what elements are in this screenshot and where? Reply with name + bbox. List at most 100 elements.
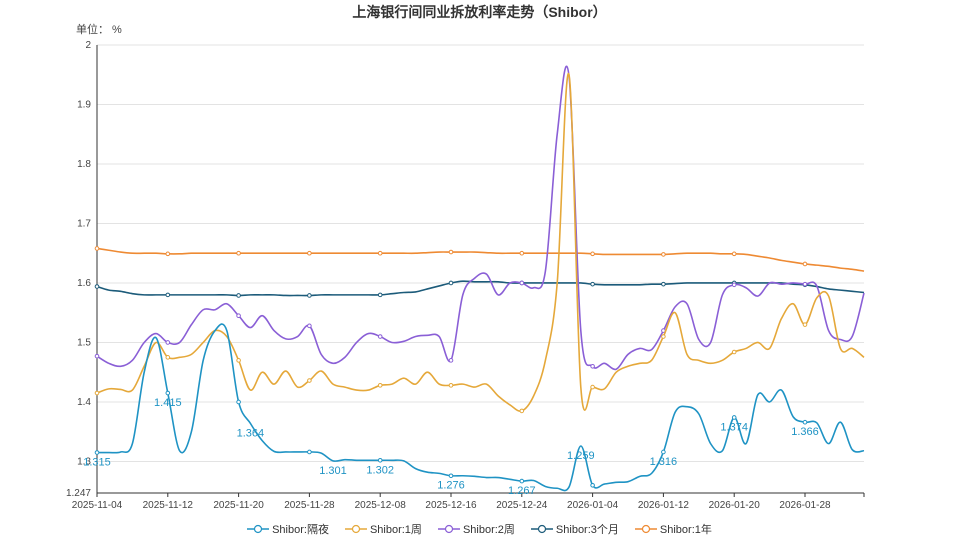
y-tick-label: 1.7 bbox=[77, 218, 91, 229]
x-tick-label: 2026-01-28 bbox=[779, 500, 831, 511]
data-label: 1.415 bbox=[154, 397, 182, 409]
data-point bbox=[165, 390, 171, 396]
data-point bbox=[519, 250, 525, 256]
x-tick-label: 2025-12-24 bbox=[496, 500, 548, 511]
data-label: 1.276 bbox=[437, 480, 465, 492]
data-point bbox=[94, 284, 100, 289]
data-point bbox=[307, 378, 312, 383]
y-tick-label: 1.9 bbox=[77, 99, 91, 110]
axes: 1.247 1.3 1.4 1.5 1.6 1.7 1.8 1.9 2 2025-11-04 202… bbox=[66, 40, 865, 511]
data-point bbox=[236, 399, 241, 405]
series-lines bbox=[94, 65, 865, 492]
legend-label: Shibor:1周 bbox=[369, 524, 422, 536]
data-label: 1.301 bbox=[319, 465, 347, 477]
data-point bbox=[590, 363, 595, 369]
data-point bbox=[448, 383, 454, 388]
x-tick-label: 2025-11-20 bbox=[213, 500, 264, 511]
data-point bbox=[94, 246, 100, 251]
data-point bbox=[590, 281, 595, 287]
data-point bbox=[731, 415, 737, 420]
legend-swatch bbox=[247, 524, 270, 534]
data-point bbox=[307, 250, 312, 256]
legend-label: Shibor:1年 bbox=[659, 524, 712, 536]
data-point bbox=[236, 313, 241, 319]
grid-lines bbox=[97, 44, 864, 462]
data-point bbox=[661, 449, 666, 455]
data-point bbox=[448, 249, 454, 255]
legend: Shibor:隔夜 Shibor:1周 Shibor:2周 Shibor:3个月 Shi… bbox=[0, 521, 959, 537]
data-point bbox=[377, 457, 383, 463]
data-point bbox=[590, 384, 595, 390]
legend-swatch bbox=[530, 524, 553, 534]
data-point bbox=[519, 478, 525, 484]
legend-item[interactable]: Shibor:1年 bbox=[634, 521, 712, 537]
data-point bbox=[94, 390, 100, 396]
data-label: 1.366 bbox=[791, 426, 819, 438]
data-point bbox=[165, 251, 171, 257]
x-tick-label: 2025-12-16 bbox=[425, 500, 477, 511]
data-point bbox=[448, 280, 454, 286]
series-line-2 bbox=[96, 65, 865, 371]
data-point bbox=[731, 282, 737, 288]
data-label: 1.374 bbox=[720, 421, 748, 433]
data-point bbox=[802, 281, 808, 287]
data-point bbox=[590, 482, 595, 488]
y-tick-label: 1.6 bbox=[77, 278, 91, 289]
data-label: 1.315 bbox=[83, 457, 111, 469]
legend-label: Shibor:2周 bbox=[462, 524, 515, 536]
legend-swatch bbox=[437, 524, 460, 534]
data-point bbox=[802, 322, 808, 327]
data-point bbox=[802, 419, 808, 425]
series-line-1 bbox=[96, 72, 865, 412]
data-point bbox=[448, 358, 454, 363]
data-point bbox=[94, 450, 100, 455]
data-point bbox=[165, 292, 171, 298]
y-tick-label: 1.4 bbox=[77, 397, 91, 408]
data-point bbox=[377, 250, 383, 256]
legend-item[interactable]: Shibor:1周 bbox=[344, 521, 422, 537]
data-point bbox=[661, 252, 666, 257]
legend-item[interactable]: Shibor:2周 bbox=[437, 521, 515, 537]
data-point bbox=[236, 358, 241, 363]
data-point bbox=[519, 408, 525, 414]
data-point bbox=[731, 251, 737, 257]
data-label: 1.364 bbox=[237, 427, 265, 439]
x-tick-label: 2026-01-12 bbox=[638, 500, 690, 511]
series-line-0 bbox=[96, 323, 865, 492]
legend-item[interactable]: Shibor:隔夜 bbox=[247, 521, 329, 537]
chart-title: 上海银行间同业拆放利率走势（Shibor） bbox=[352, 4, 607, 20]
data-point bbox=[236, 293, 241, 298]
data-point bbox=[661, 281, 666, 287]
y-tick-label: 2 bbox=[85, 40, 91, 51]
data-point bbox=[377, 383, 383, 388]
x-tick-label: 2025-11-12 bbox=[143, 500, 194, 511]
y-tick-label: 1.247 bbox=[66, 488, 91, 499]
legend-swatch bbox=[344, 524, 367, 534]
legend-item[interactable]: Shibor:3个月 bbox=[530, 521, 619, 537]
data-label: 1.267 bbox=[508, 485, 536, 497]
data-label: 1.259 bbox=[567, 450, 595, 462]
data-point bbox=[661, 334, 666, 339]
data-point bbox=[377, 292, 383, 298]
series-line-4 bbox=[96, 247, 865, 272]
x-tick-label: 2025-11-04 bbox=[72, 500, 123, 511]
data-point bbox=[448, 473, 454, 479]
data-point bbox=[307, 323, 312, 329]
data-point bbox=[377, 334, 383, 339]
y-tick-label: 1.5 bbox=[77, 337, 91, 348]
legend-label: Shibor:3个月 bbox=[555, 524, 619, 536]
data-point bbox=[590, 251, 595, 257]
y-tick-label: 1.8 bbox=[77, 159, 91, 170]
data-point bbox=[307, 293, 312, 298]
data-point bbox=[165, 355, 171, 360]
unit-label: 单位： % bbox=[76, 24, 122, 36]
y-tick-label: 1.3 bbox=[77, 456, 91, 467]
x-tick-label: 2026-01-20 bbox=[709, 500, 761, 511]
data-point bbox=[94, 353, 100, 359]
data-label: 1.316 bbox=[650, 456, 678, 468]
x-tick-label: 2025-12-08 bbox=[355, 500, 407, 511]
data-labels: 1.315 1.415 1.364 1.301 1.302 1.276 1.267 1.259… bbox=[83, 397, 819, 497]
data-point bbox=[165, 340, 171, 345]
data-point bbox=[731, 349, 737, 355]
